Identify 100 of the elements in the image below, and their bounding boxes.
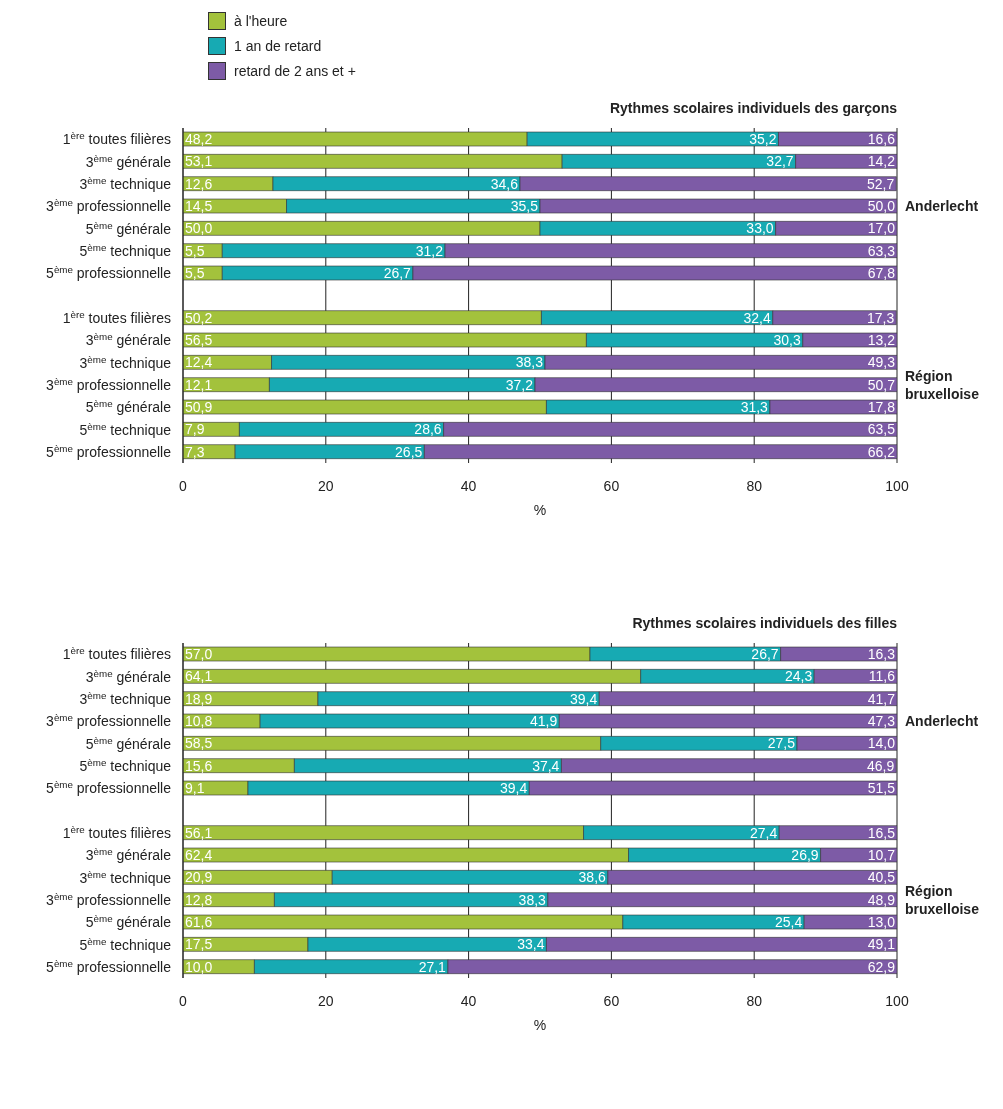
data-label: 13,0 [867, 914, 896, 931]
data-label: 56,5 [185, 332, 213, 349]
text: Anderlecht [905, 197, 980, 216]
y-tick-label: 1$^{ère}$ toutes filières [62, 308, 171, 326]
data-label: 25,4 [774, 914, 803, 931]
data-label: 26,9 [791, 847, 819, 864]
data-label: 62,9 [867, 958, 896, 975]
data-label: 38,3 [515, 354, 544, 371]
y-tick-label: 5$^{ème}$ technique [79, 756, 172, 774]
y-tick-label: 1$^{ère}$ toutes filières [62, 129, 171, 148]
data-label: 12,1 [185, 376, 213, 393]
data-label: 41,7 [867, 690, 896, 707]
y-tick-label: 3$^{ème}$ professionnelle [46, 196, 172, 215]
x-tick-label: 60 [603, 992, 620, 1009]
data-label: 51,5 [867, 780, 896, 797]
data-label: 37,2 [505, 376, 534, 393]
data-label: 50,2 [185, 309, 213, 326]
data-label: 32,4 [743, 309, 771, 326]
x-tick-label: 0 [179, 992, 188, 1009]
data-label: 26,5 [395, 443, 423, 460]
data-label: 30,3 [773, 332, 801, 349]
y-tick-label: 5$^{ème}$ générale [85, 912, 172, 931]
data-label: 49,3 [867, 354, 896, 371]
data-label: 18,9 [185, 690, 213, 707]
data-label: 66,2 [867, 443, 896, 460]
data-label: 63,3 [867, 242, 896, 259]
data-label: 50,9 [185, 399, 213, 416]
data-label: 34,6 [490, 175, 519, 192]
x-tick-label: 80 [746, 992, 763, 1009]
data-label: 10,7 [867, 847, 896, 864]
y-tick-label: 3$^{ème}$ générale [85, 667, 172, 685]
data-label: 63,5 [867, 421, 896, 438]
x-tick-label: 40 [460, 992, 477, 1009]
x-tick-label: 80 [746, 477, 763, 494]
x-tick-label: 60 [603, 477, 620, 494]
chart-title: Rythmes scolaires individuels des garçons [609, 100, 897, 116]
data-label: 64,1 [185, 668, 213, 685]
data-label: 49,1 [867, 936, 896, 953]
y-tick-label: 5$^{ème}$ professionnelle [46, 957, 172, 975]
data-label: 62,4 [185, 847, 213, 864]
data-label: 5,5 [185, 265, 205, 282]
y-tick-label: 1$^{ère}$ toutes filières [62, 644, 171, 663]
data-label: 31,3 [740, 399, 769, 416]
data-label: 14,0 [867, 735, 896, 752]
data-label: 24,3 [784, 668, 813, 685]
data-label: 17,3 [867, 309, 895, 326]
data-label: 57,0 [185, 646, 213, 663]
data-label: 53,1 [185, 153, 213, 170]
x-axis-title: % [533, 1017, 547, 1033]
y-tick-label: 5$^{ème}$ technique [79, 935, 172, 953]
x-tick-label: 40 [460, 477, 477, 494]
data-label: 28,6 [414, 421, 442, 438]
data-label: 12,8 [185, 891, 213, 908]
data-label: 16,6 [867, 131, 896, 148]
data-label: 47,3 [867, 713, 896, 730]
legend-label: à l'heure [234, 12, 288, 29]
data-label: 10,8 [185, 713, 213, 730]
y-tick-label: 3$^{ème}$ professionnelle [46, 711, 172, 730]
data-label: 27,1 [418, 958, 447, 975]
data-label: 13,2 [867, 332, 896, 349]
x-tick-label: 20 [318, 992, 334, 1009]
y-tick-label: 5$^{ème}$ générale [85, 219, 172, 237]
text: Région bruxelloise [905, 881, 980, 918]
data-label: 17,8 [867, 399, 896, 416]
data-label: 38,3 [518, 891, 547, 908]
data-label: 50,0 [867, 198, 896, 215]
data-label: 7,3 [185, 443, 205, 460]
y-tick-label: 3$^{ème}$ professionnelle [46, 375, 172, 393]
data-label: 50,0 [185, 220, 213, 237]
data-label: 26,7 [751, 646, 779, 663]
y-tick-label: 3$^{ème}$ générale [85, 152, 172, 170]
data-label: 14,2 [867, 153, 896, 170]
x-tick-label: 100 [885, 477, 909, 494]
data-label: 56,1 [185, 824, 213, 841]
data-label: 7,9 [185, 421, 205, 438]
y-tick-label: 1$^{ère}$ toutes filières [62, 823, 171, 841]
data-label: 12,6 [185, 175, 213, 192]
data-label: 41,9 [530, 713, 558, 730]
x-tick-label: 20 [318, 477, 334, 494]
data-label: 15,6 [185, 757, 213, 774]
data-label: 35,5 [510, 198, 539, 215]
y-tick-label: 3$^{ème}$ technique [79, 353, 172, 371]
data-label: 16,3 [867, 646, 896, 663]
y-tick-label: 3$^{ème}$ générale [85, 845, 172, 864]
y-tick-label: 5$^{ème}$ générale [85, 397, 172, 416]
x-tick-label: 100 [885, 992, 909, 1009]
data-label: 58,5 [185, 735, 213, 752]
data-label: 26,7 [383, 265, 412, 282]
data-label: 67,8 [867, 265, 896, 282]
x-axis-title: % [533, 502, 547, 518]
y-tick-label: 5$^{ème}$ professionnelle [46, 263, 172, 282]
data-label: 20,9 [185, 869, 213, 886]
y-tick-label: 3$^{ème}$ technique [79, 689, 172, 707]
data-label: 5,5 [185, 242, 205, 259]
data-label: 37,4 [532, 757, 560, 774]
data-label: 48,9 [867, 891, 896, 908]
data-label: 33,4 [517, 936, 545, 953]
legend-label: 1 an de retard [234, 37, 322, 54]
text: Région bruxelloise [905, 366, 980, 403]
y-tick-label: 5$^{ème}$ technique [79, 420, 172, 438]
